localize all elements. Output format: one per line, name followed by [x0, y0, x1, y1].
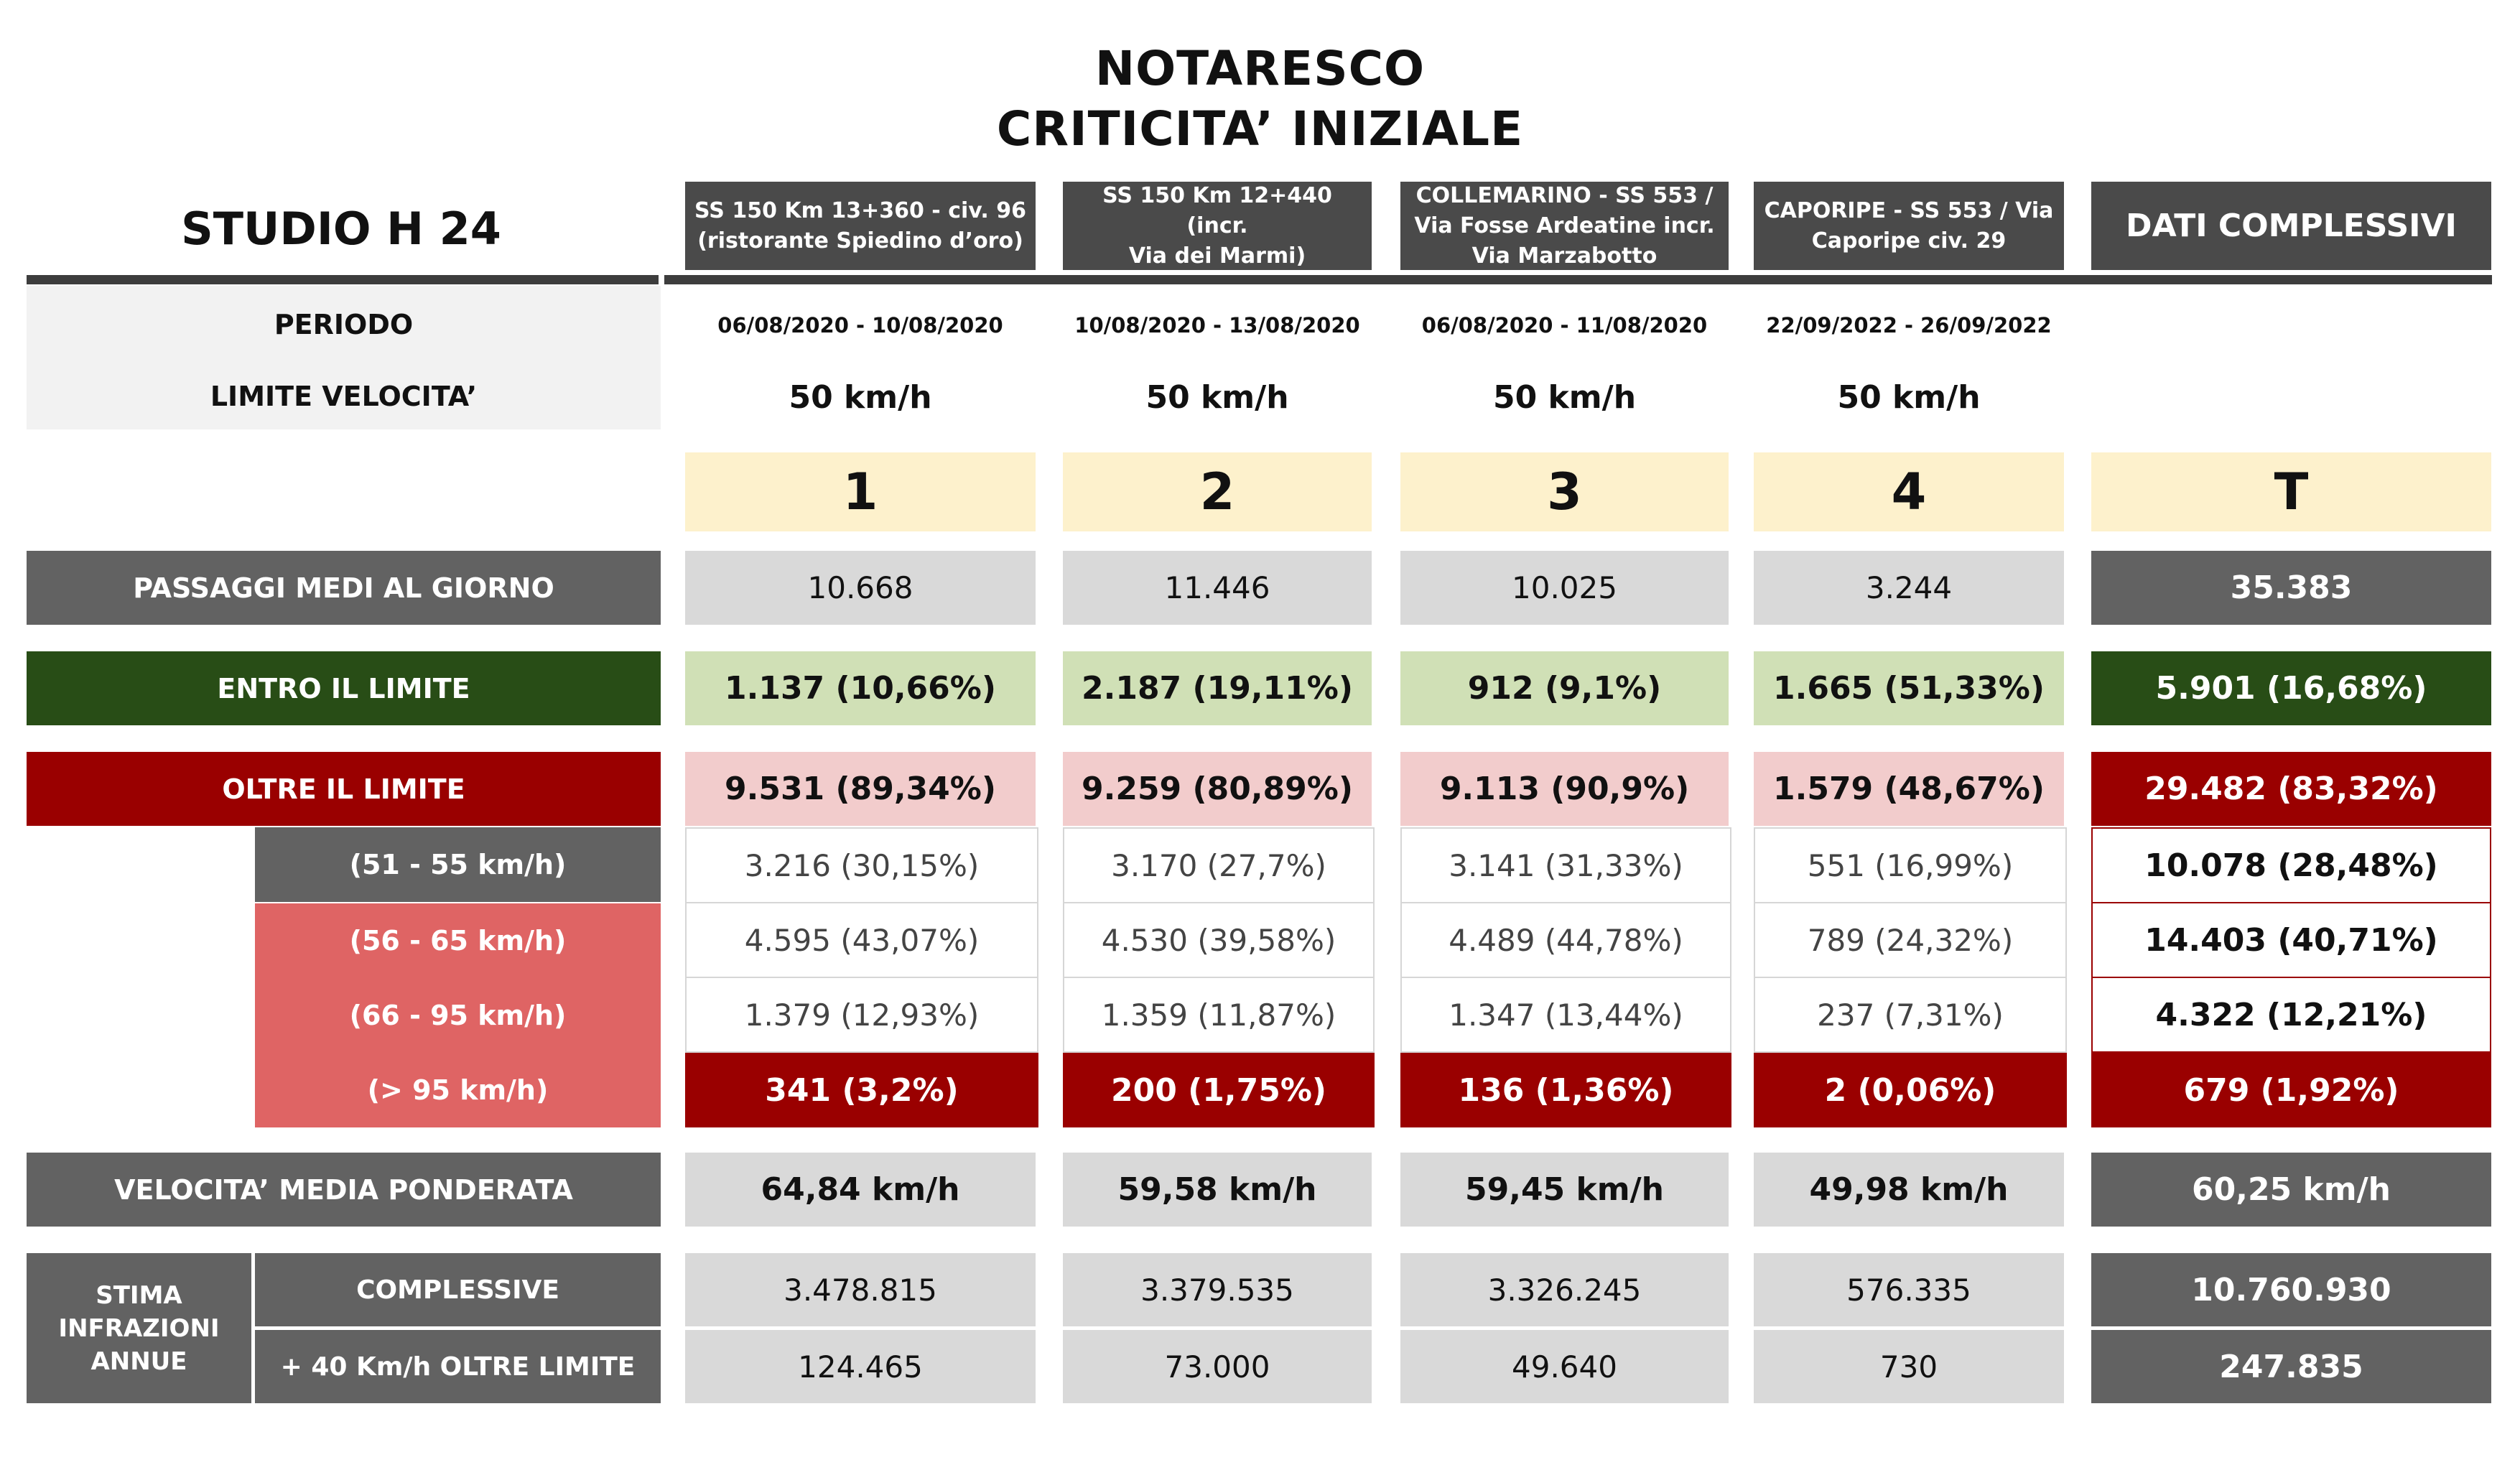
- column-number-2: 2: [1063, 452, 1372, 531]
- period-2: 10/08/2020 - 13/08/2020: [1074, 312, 1360, 338]
- band-51-55-cell-3: 3.141 (31,33%): [1400, 827, 1731, 903]
- oltre-cell-total: 29.482 (83,32%): [2091, 752, 2491, 826]
- location-header-4: CAPORIPE - SS 553 / Via Caporipe civ. 29: [1754, 182, 2064, 270]
- passaggi-cell-total: 35.383: [2091, 551, 2491, 625]
- band-66-95-cell-4: 237 (7,31%): [1754, 977, 2067, 1053]
- oltre40-cell-1: 124.465: [685, 1330, 1036, 1403]
- location-4-line2: Caporipe civ. 29: [1811, 228, 2007, 253]
- passaggi-cell-2: 11.446: [1063, 551, 1372, 625]
- page-title: NOTARESCO: [1094, 40, 1426, 96]
- band-51-55-cell-2: 3.170 (27,7%): [1063, 827, 1375, 903]
- band-51-55-cell-4: 551 (16,99%): [1754, 827, 2067, 903]
- studio-label: STUDIO H 24: [181, 202, 501, 255]
- limit-1: 50 km/h: [789, 378, 932, 416]
- location-2-line1: SS 150 Km 12+440 (incr.: [1102, 182, 1332, 238]
- passaggi-label: PASSAGGI MEDI AL GIORNO: [27, 551, 661, 625]
- page-subtitle: CRITICITA’ INIZIALE: [996, 101, 1524, 157]
- band-over-95-cell-1: 341 (3,2%): [685, 1053, 1038, 1127]
- location-3-line1: COLLEMARINO - SS 553 /: [1415, 182, 1714, 208]
- complessive-cell-total: 10.760.930: [2091, 1253, 2491, 1326]
- column-number-total: T: [2091, 452, 2491, 531]
- period-4: 22/09/2022 - 26/09/2022: [1766, 312, 2052, 338]
- passaggi-cell-1: 10.668: [685, 551, 1036, 625]
- passaggi-cell-3: 10.025: [1400, 551, 1729, 625]
- entro-cell-total: 5.901 (16,68%): [2091, 651, 2491, 725]
- band-over-95-cell-4: 2 (0,06%): [1754, 1053, 2067, 1127]
- stima-line3: ANNUE: [90, 1346, 187, 1376]
- velocita-cell-4: 49,98 km/h: [1754, 1153, 2064, 1227]
- limite-label: LIMITE VELOCITA’: [210, 381, 478, 412]
- band-over-95-cell-2: 200 (1,75%): [1063, 1053, 1375, 1127]
- band-56-65-cell-total: 14.403 (40,71%): [2091, 902, 2491, 978]
- stima-line2: INFRAZIONI: [58, 1313, 220, 1343]
- entro-cell-3: 912 (9,1%): [1400, 651, 1729, 725]
- entro-cell-2: 2.187 (19,11%): [1063, 651, 1372, 725]
- periodo-label: PERIODO: [274, 309, 414, 340]
- band-51-55-label: (51 - 55 km/h): [255, 827, 661, 902]
- location-header-2: SS 150 Km 12+440 (incr. Via dei Marmi): [1063, 182, 1372, 270]
- band-66-95-cell-3: 1.347 (13,44%): [1400, 977, 1731, 1053]
- band-56-65-cell-2: 4.530 (39,58%): [1063, 902, 1375, 978]
- band-over-95-label: (> 95 km/h): [255, 1053, 661, 1127]
- velocita-label: VELOCITA’ MEDIA PONDERATA: [27, 1153, 661, 1227]
- location-3-line2: Via Fosse Ardeatine incr.: [1414, 213, 1715, 238]
- oltre40-label: + 40 Km/h OLTRE LIMITE: [255, 1330, 661, 1403]
- complessive-cell-1: 3.478.815: [685, 1253, 1036, 1326]
- velocita-cell-total: 60,25 km/h: [2091, 1153, 2491, 1227]
- period-1: 06/08/2020 - 10/08/2020: [717, 312, 1003, 338]
- complessive-cell-2: 3.379.535: [1063, 1253, 1372, 1326]
- oltre40-cell-3: 49.640: [1400, 1330, 1729, 1403]
- complessive-label: COMPLESSIVE: [255, 1253, 661, 1326]
- complessive-cell-3: 3.326.245: [1400, 1253, 1729, 1326]
- limit-3: 50 km/h: [1492, 378, 1637, 416]
- location-header-3: COLLEMARINO - SS 553 / Via Fosse Ardeatin…: [1400, 182, 1729, 270]
- band-over-95-cell-total: 679 (1,92%): [2091, 1053, 2491, 1127]
- band-51-55-cell-total: 10.078 (28,48%): [2091, 827, 2491, 903]
- band-over-95-cell-3: 136 (1,36%): [1400, 1053, 1731, 1127]
- velocita-cell-2: 59,58 km/h: [1063, 1153, 1372, 1227]
- stima-line1: STIMA: [96, 1280, 182, 1310]
- band-66-95-label: (66 - 95 km/h): [255, 978, 661, 1053]
- period-3: 06/08/2020 - 11/08/2020: [1421, 312, 1708, 338]
- band-51-55-cell-1: 3.216 (30,15%): [685, 827, 1038, 903]
- oltre-label: OLTRE IL LIMITE: [27, 752, 661, 826]
- band-66-95-cell-2: 1.359 (11,87%): [1063, 977, 1375, 1053]
- location-3-line3: Via Marzabotto: [1471, 243, 1657, 269]
- location-1-line1: SS 150 Km 13+360 - civ. 96: [694, 197, 1026, 223]
- location-4-line1: CAPORIPE - SS 553 / Via: [1764, 197, 2054, 223]
- oltre40-cell-4: 730: [1754, 1330, 2064, 1403]
- column-number-4: 4: [1754, 452, 2064, 531]
- band-56-65-cell-4: 789 (24,32%): [1754, 902, 2067, 978]
- column-number-3: 3: [1400, 452, 1729, 531]
- header-rule-left: [27, 275, 659, 284]
- band-56-65-cell-3: 4.489 (44,78%): [1400, 902, 1731, 978]
- entro-cell-4: 1.665 (51,33%): [1754, 651, 2064, 725]
- velocita-cell-1: 64,84 km/h: [685, 1153, 1036, 1227]
- band-56-65-label: (56 - 65 km/h): [255, 903, 661, 978]
- column-number-1: 1: [685, 452, 1036, 531]
- stima-label: STIMA INFRAZIONI ANNUE: [27, 1253, 251, 1403]
- oltre40-cell-2: 73.000: [1063, 1330, 1372, 1403]
- location-1-line2: (ristorante Spiedino d’oro): [697, 228, 1023, 253]
- entro-label: ENTRO IL LIMITE: [27, 651, 661, 725]
- header-rule-right: [664, 275, 2492, 284]
- entro-cell-1: 1.137 (10,66%): [685, 651, 1036, 725]
- oltre40-cell-total: 247.835: [2091, 1330, 2491, 1403]
- oltre-cell-4: 1.579 (48,67%): [1754, 752, 2064, 826]
- complessive-cell-4: 576.335: [1754, 1253, 2064, 1326]
- totals-header: DATI COMPLESSIVI: [2091, 182, 2491, 270]
- period-limit-label-block: [27, 286, 661, 429]
- band-56-65-cell-1: 4.595 (43,07%): [685, 902, 1038, 978]
- band-66-95-cell-total: 4.322 (12,21%): [2091, 977, 2491, 1053]
- band-66-95-cell-1: 1.379 (12,93%): [685, 977, 1038, 1053]
- passaggi-cell-4: 3.244: [1754, 551, 2064, 625]
- oltre-cell-2: 9.259 (80,89%): [1063, 752, 1372, 826]
- velocita-cell-3: 59,45 km/h: [1400, 1153, 1729, 1227]
- oltre-cell-1: 9.531 (89,34%): [685, 752, 1036, 826]
- limit-4: 50 km/h: [1837, 378, 1981, 416]
- oltre-cell-3: 9.113 (90,9%): [1400, 752, 1729, 826]
- location-2-line2: Via dei Marmi): [1128, 243, 1306, 269]
- limit-2: 50 km/h: [1145, 378, 1289, 416]
- location-header-1: SS 150 Km 13+360 - civ. 96 (ristorante Sp…: [685, 182, 1036, 270]
